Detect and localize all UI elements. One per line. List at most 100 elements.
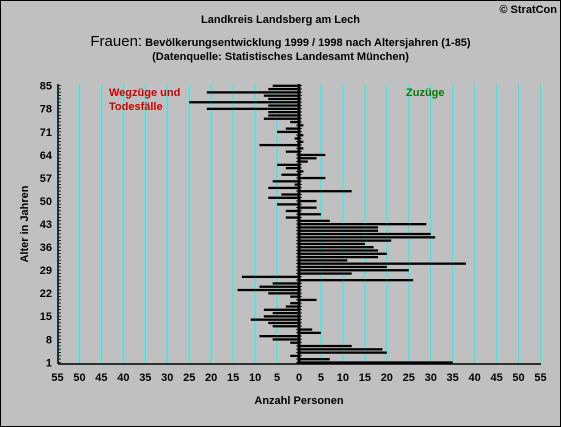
bar-age-20	[299, 298, 317, 302]
bar-age-15	[263, 315, 299, 318]
bar-age-11	[299, 328, 313, 331]
bar-age-53	[299, 190, 352, 193]
bar-age-7	[290, 341, 299, 344]
bar-age-74	[290, 120, 299, 124]
bar-age-31	[299, 262, 466, 265]
bar-age-21	[290, 295, 299, 298]
bar-age-41	[299, 229, 379, 232]
x-tick-label: 55	[51, 372, 63, 384]
bar-age-50	[299, 199, 317, 203]
y-tick-label: 57	[40, 173, 52, 185]
bar-age-58	[281, 173, 299, 176]
x-tick-label: 20	[381, 372, 393, 384]
y-tick-label: 43	[40, 219, 52, 231]
bar-age-28	[299, 272, 352, 275]
chart-subtitle: Frauen: Bevölkerungsentwicklung 1999 / 1…	[0, 33, 561, 50]
bar-age-48	[299, 206, 317, 209]
annotation-right: Zuzüge	[406, 87, 445, 99]
bar-age-52	[281, 193, 299, 196]
y-axis-label: Alter in Jahren	[19, 185, 31, 262]
bar-age-71	[277, 130, 299, 134]
bar-age-75	[263, 117, 299, 120]
y-tick-label: 78	[40, 104, 52, 116]
bar-age-12	[272, 325, 299, 328]
bar-age-34	[299, 252, 387, 255]
bar-age-37	[299, 242, 365, 246]
bar-age-10	[299, 331, 321, 335]
bar-age-51	[268, 196, 299, 199]
chart-title: Landkreis Landsberg am Lech	[201, 14, 360, 26]
y-tick-label: 8	[46, 334, 52, 346]
y-tick-label: 50	[40, 196, 52, 208]
bar-age-46	[299, 213, 321, 216]
bar-age-8	[272, 338, 299, 341]
bar-age-27	[241, 275, 299, 279]
bar-age-23	[237, 288, 299, 292]
bar-age-32	[299, 259, 348, 262]
bar-age-30	[299, 265, 387, 269]
bar-age-3	[290, 354, 299, 358]
bar-age-26	[299, 279, 414, 282]
bar-age-63	[299, 157, 317, 160]
bar-age-80	[189, 101, 299, 104]
x-tick-label: 55	[534, 372, 546, 384]
bar-age-84	[268, 87, 299, 91]
bar-age-78	[206, 107, 299, 111]
bar-age-39	[299, 236, 436, 239]
x-tick-label: 10	[249, 372, 261, 384]
bar-age-4	[299, 351, 387, 354]
x-tick-label: 35	[139, 372, 151, 384]
bar-age-38	[299, 239, 392, 242]
y-tick-label: 29	[40, 265, 52, 277]
bar-age-14	[250, 318, 299, 321]
bar-age-45	[285, 216, 299, 219]
bar-age-79	[268, 104, 299, 107]
x-tick-label: 35	[447, 372, 459, 384]
bar-age-33	[299, 255, 379, 259]
bar-age-60	[285, 167, 299, 170]
x-tick-label: 15	[227, 372, 239, 384]
bar-age-43	[299, 223, 427, 226]
bar-age-24	[259, 285, 299, 288]
bar-age-19	[290, 302, 299, 305]
bar-age-9	[259, 335, 299, 338]
x-tick-label: 20	[205, 372, 217, 384]
x-tick-label: 45	[95, 372, 107, 384]
x-tick-label: 50	[512, 372, 524, 384]
x-tick-label: 25	[183, 372, 195, 384]
x-tick-label: 25	[403, 372, 415, 384]
y-tick-label: 64	[40, 150, 53, 162]
bar-age-2	[299, 358, 330, 361]
bar-age-54	[268, 186, 299, 190]
subtitle-text: Bevölkerungsentwicklung 1999 / 1998 nach…	[142, 37, 471, 49]
bar-age-18	[285, 305, 299, 308]
bar-age-36	[299, 246, 374, 249]
bar-age-47	[285, 209, 299, 213]
bar-age-17	[263, 308, 299, 311]
y-tick-label: 85	[40, 81, 52, 93]
copyright-label: © StratCon	[499, 4, 557, 16]
bar-age-42	[299, 226, 379, 229]
y-tick-label: 36	[40, 242, 52, 254]
bar-age-49	[277, 203, 299, 206]
bar-age-81	[268, 97, 299, 101]
bar-age-61	[277, 163, 299, 167]
bar-age-82	[263, 94, 299, 97]
x-axis-label: Anzahl Personen	[254, 395, 344, 407]
bar-age-22	[268, 292, 299, 295]
bar-age-64	[299, 153, 326, 157]
bar-age-85	[272, 84, 299, 87]
x-tick-label: 30	[161, 372, 173, 384]
bar-age-65	[285, 150, 299, 153]
bar-age-16	[272, 311, 299, 315]
bar-age-76	[268, 114, 299, 117]
bar-age-1	[299, 361, 453, 364]
bar-age-13	[268, 321, 299, 325]
bar-age-62	[299, 160, 308, 163]
bar-age-40	[299, 232, 431, 236]
bar-age-67	[259, 143, 299, 147]
bar-age-29	[299, 269, 409, 272]
bar-age-72	[285, 127, 299, 130]
annotation-left-line: Wegzüge und	[109, 87, 180, 99]
